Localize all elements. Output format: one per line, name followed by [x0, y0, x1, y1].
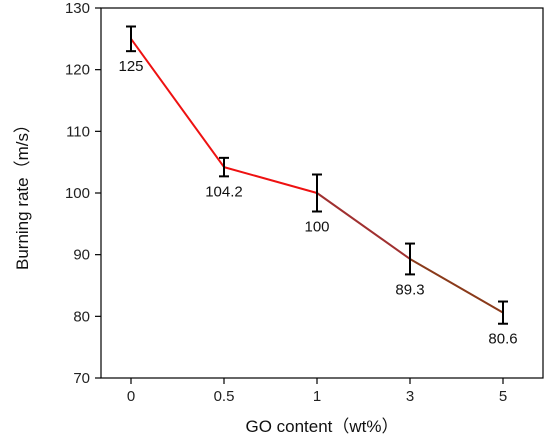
x-tick-label: 0 — [127, 388, 135, 405]
data-label: 104.2 — [205, 183, 243, 200]
y-axis: 70 80 90 100 110 120 130 — [65, 0, 101, 387]
data-label: 80.6 — [488, 331, 517, 348]
series-segment — [223, 166, 318, 194]
y-tick-label: 120 — [65, 62, 90, 79]
y-tick-label: 100 — [65, 185, 90, 202]
x-tick-label: 5 — [499, 388, 507, 405]
series-segment — [130, 38, 225, 168]
plot-frame — [100, 7, 544, 379]
x-axis: 0 0.5 1 3 5 — [127, 378, 507, 405]
y-tick-label: 70 — [73, 370, 90, 387]
data-label: 100 — [304, 219, 329, 236]
y-tick-label: 130 — [65, 0, 90, 17]
series-line — [130, 38, 504, 314]
y-tick-label: 90 — [73, 247, 90, 264]
y-axis-title: Burning rate（m/s） — [13, 116, 32, 270]
x-tick-label: 3 — [406, 388, 414, 405]
x-tick-label: 1 — [313, 388, 321, 405]
series-segment — [316, 192, 411, 260]
x-axis-title: GO content（wt%） — [245, 417, 398, 436]
x-tick-label: 0.5 — [214, 388, 235, 405]
series-segment — [409, 258, 504, 314]
error-bars — [126, 25, 508, 325]
data-labels: 125 104.2 100 89.3 80.6 — [118, 58, 517, 348]
y-tick-label: 110 — [66, 123, 90, 140]
y-tick-label: 80 — [73, 308, 90, 325]
data-label: 89.3 — [395, 281, 424, 298]
data-label: 125 — [118, 58, 143, 75]
